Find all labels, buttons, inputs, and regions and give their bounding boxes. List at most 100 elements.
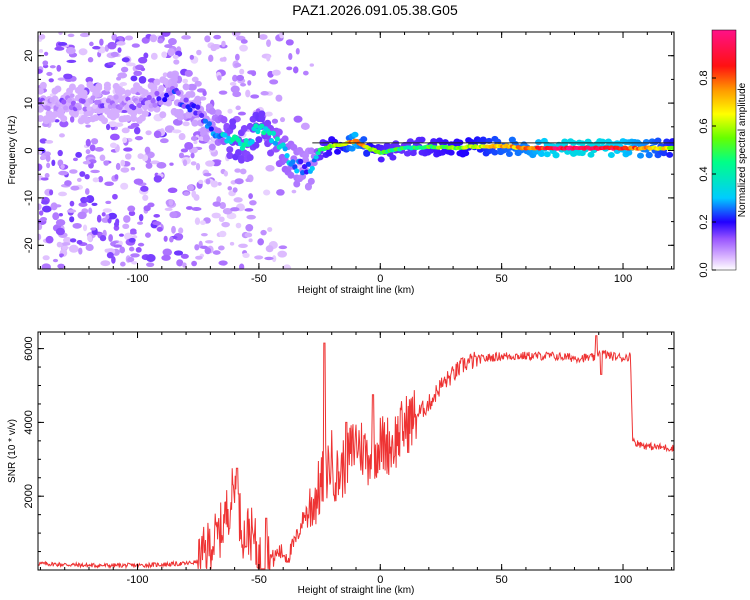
spectrogram-cell (59, 133, 65, 138)
x-tick-label: 50 (496, 574, 508, 586)
spectrogram-cell (162, 96, 168, 103)
spectrogram-cell (167, 48, 176, 57)
spectrogram-cell (75, 151, 82, 158)
spectrogram-cell (205, 160, 215, 167)
spectrogram-cell (191, 76, 199, 83)
spectrogram-cell (92, 177, 100, 183)
spectrogram-cell (206, 121, 212, 127)
spectrogram-cell (267, 227, 273, 232)
x-tick-label: 0 (377, 574, 383, 586)
spectrogram-cell (171, 129, 182, 134)
spectrogram-cell (505, 151, 513, 158)
spectrogram-cell (109, 142, 118, 149)
spectrogram-cell (49, 65, 56, 69)
spectrogram-cell (304, 183, 312, 191)
spectrogram-cell (218, 245, 225, 251)
x-tick-label: -50 (251, 273, 267, 285)
spectrogram-cell (250, 70, 257, 77)
spectrogram-cell (119, 82, 128, 87)
spectrogram-cell (72, 157, 78, 162)
spectrogram-cell (61, 245, 69, 250)
spectrogram-cell (240, 39, 248, 44)
spectrogram-cell (447, 149, 455, 156)
spectrogram-cell (205, 178, 211, 185)
spectrogram-cell (38, 105, 44, 113)
spectrogram-cell (214, 109, 222, 116)
spectrogram-cell (207, 140, 217, 145)
spectrogram-cell (107, 61, 116, 66)
spectrogram-cell (266, 54, 271, 62)
spectrogram-cell (38, 203, 42, 211)
spectrogram-cell (58, 191, 68, 197)
spectrogram-cell (135, 107, 143, 115)
spectrogram-cell (85, 149, 91, 155)
spectrogram-cell (248, 193, 253, 199)
spectrogram-cell (266, 130, 273, 136)
spectrogram-cell (131, 43, 140, 48)
spectrogram-cell (537, 150, 545, 157)
spectrogram-cell (101, 98, 108, 104)
spectrogram-cell (178, 152, 185, 159)
spectrogram-cell (38, 68, 43, 74)
spectrogram-cell (235, 222, 242, 229)
spectrogram-cell (58, 170, 69, 176)
spectrogram-cell (105, 214, 110, 220)
spectrogram-cell (60, 164, 65, 170)
spectrogram-cell (154, 90, 160, 97)
spectrogram-cell (84, 101, 90, 108)
spectrogram-cell (229, 241, 235, 246)
spectrogram-cell (56, 241, 63, 248)
spectrogram-cell (244, 208, 254, 212)
spectrogram-cell (195, 104, 201, 110)
x-tick-label: 100 (614, 574, 632, 586)
spectrogram-cell (146, 262, 155, 267)
spectrogram-cell (267, 149, 275, 157)
spectrogram-cell (57, 42, 68, 46)
spectrogram-cell (187, 83, 197, 91)
spectrogram-cell (89, 41, 94, 47)
spectrogram-cell (70, 100, 77, 106)
spectrogram-cell (226, 146, 234, 154)
spectrogram-cell (41, 100, 47, 106)
spectrogram-cell (172, 54, 179, 60)
spectrogram-cell (91, 202, 98, 206)
spectrogram-cell (311, 158, 317, 163)
spectrogram-cell (58, 213, 63, 217)
spectrogram-cell (127, 100, 133, 106)
spectrogram-cell (120, 261, 126, 267)
spectrogram-cell (176, 259, 184, 267)
spectrogram-cell (150, 98, 156, 104)
spectrogram-cell (246, 214, 256, 220)
spectrogram-cells (38, 32, 674, 269)
spectrogram-cell (110, 51, 119, 58)
colorbar-gradient (711, 29, 737, 271)
spectrogram-cell (140, 185, 149, 192)
spectrogram-cell (178, 227, 184, 234)
spectrogram-cell (245, 178, 251, 183)
spectrogram-cell (63, 73, 72, 80)
spectrogram-cell (246, 154, 254, 162)
spectrogram-cell (99, 38, 104, 46)
spectrogram-cell (252, 141, 260, 149)
spectrogram-cell (48, 78, 54, 83)
spectrogram-cell (95, 82, 103, 90)
spectrogram-cell (363, 149, 371, 156)
spectrogram-cell (183, 97, 189, 103)
spectrogram-cell (204, 35, 211, 43)
spectrogram-cell (642, 138, 650, 145)
spectrogram-cell (82, 160, 91, 165)
spectrogram-cell (275, 128, 283, 136)
snr-x-axis-label: Height of straight line (km) (298, 585, 415, 596)
spectrogram-cell (266, 39, 271, 47)
spectrogram-cell (119, 246, 126, 254)
spectrogram-cell (210, 180, 219, 188)
spectrogram-cell (199, 112, 205, 119)
spectrogram-cell (212, 250, 221, 255)
spectrogram-cell (41, 263, 51, 269)
spectrogram-cell (217, 75, 222, 81)
spectrogram-cell (307, 177, 315, 185)
spectrogram-cell (418, 136, 426, 143)
spectrogram-cell (102, 208, 112, 213)
spectrogram-cell (303, 70, 309, 76)
